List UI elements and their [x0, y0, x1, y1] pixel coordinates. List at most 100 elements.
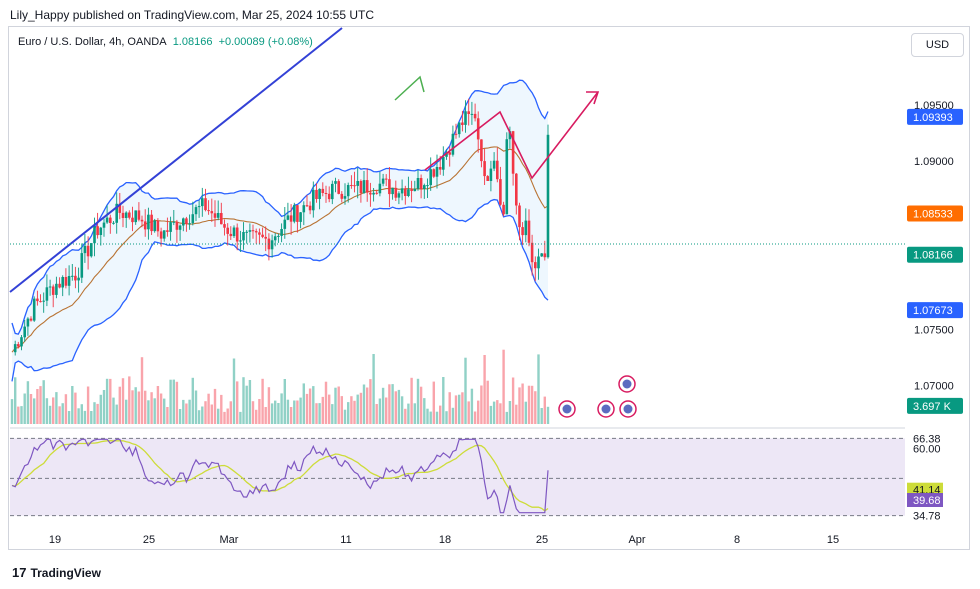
projection-arrowhead: [586, 91, 600, 105]
candle-body: [454, 133, 458, 135]
candle-body: [537, 256, 540, 269]
volume-bar: [410, 377, 413, 424]
volume-bar: [83, 410, 87, 424]
candle-body: [201, 198, 204, 207]
candle-body: [220, 213, 223, 225]
candle-body: [324, 193, 328, 194]
volume-bar: [505, 411, 508, 424]
volume-bar: [239, 411, 242, 424]
volume-bar: [280, 393, 283, 424]
candle-body: [359, 181, 363, 194]
candle-body: [121, 212, 125, 218]
candle-body: [194, 207, 198, 215]
rsi-level-label: 39.68: [913, 495, 941, 507]
candle-body: [223, 224, 226, 228]
event-flag-dot: [622, 379, 632, 389]
trend-line: [9, 27, 343, 293]
volume-bar: [299, 397, 302, 424]
projection-path: [424, 91, 599, 180]
candle-body: [229, 233, 233, 237]
candle-body: [283, 219, 287, 229]
candle-body: [464, 111, 467, 125]
volume-bar: [48, 405, 52, 424]
volume-bar: [270, 403, 274, 424]
candle-body: [128, 212, 131, 218]
volume-bar: [296, 400, 299, 424]
volume-bar: [182, 399, 185, 424]
candle-body: [71, 275, 74, 277]
candle-body: [232, 227, 236, 237]
candle-body: [169, 222, 172, 232]
volume-bar: [308, 388, 312, 424]
candle-body: [407, 189, 410, 196]
rsi-ma-line: [11, 440, 549, 512]
volume-bar: [20, 406, 23, 424]
volume-bar: [90, 411, 93, 424]
candle-body: [140, 219, 144, 222]
candle-body: [293, 205, 296, 222]
volume-bar: [251, 401, 255, 424]
volume-bar: [467, 401, 470, 424]
price-tag-label: 1.08166: [913, 250, 953, 262]
candle-body: [315, 189, 318, 199]
candle-body: [226, 227, 229, 234]
candle-body: [242, 232, 245, 241]
volume-bar: [451, 407, 455, 424]
volume-bar: [328, 394, 331, 424]
candle-body: [86, 245, 90, 257]
candle-body: [188, 223, 191, 225]
candle-body: [381, 178, 385, 184]
volume-bar: [407, 403, 410, 424]
rsi-level-label: 34.78: [913, 511, 941, 523]
candle-body: [248, 230, 252, 232]
candle-body: [175, 221, 179, 230]
candle-body: [115, 203, 118, 223]
candle-body: [486, 176, 489, 181]
volume-bar: [217, 408, 220, 424]
candle-body: [150, 214, 153, 232]
candle-body: [277, 235, 280, 237]
volume-bar: [518, 387, 521, 424]
x-tick-label: 15: [827, 534, 839, 546]
candle-body: [118, 203, 122, 213]
volume-bar: [381, 387, 385, 424]
candle-body: [496, 160, 499, 180]
candle-body: [388, 179, 391, 195]
candle-body: [235, 227, 239, 242]
volume-bar: [448, 392, 451, 424]
candle-body: [423, 185, 426, 189]
candle-body: [397, 193, 401, 198]
candle-body: [445, 152, 448, 157]
volume-bar: [274, 400, 277, 424]
volume-bar: [404, 408, 407, 424]
symbol-name: Euro / U.S. Dollar, 4h, OANDA: [18, 36, 167, 48]
volume-bar: [527, 385, 531, 424]
candle-body: [384, 178, 388, 180]
candle-body: [124, 212, 128, 218]
candle-body: [80, 253, 84, 278]
candle-body: [29, 318, 33, 321]
volume-bar: [480, 385, 483, 424]
candle-body: [375, 192, 378, 194]
candle-body: [96, 226, 99, 236]
volume-bar: [378, 398, 382, 424]
volume-bar: [356, 394, 359, 424]
currency-button[interactable]: USD: [911, 33, 964, 57]
x-tick-label: 18: [439, 534, 451, 546]
volume-bar: [366, 387, 369, 424]
band-fill: [12, 80, 548, 382]
volume-bar: [96, 403, 99, 424]
price-tag-label: 1.08533: [913, 209, 953, 221]
volume-bar: [347, 402, 350, 424]
volume-bar: [362, 384, 366, 424]
volume-bar: [534, 391, 537, 424]
volume-bar: [353, 400, 356, 424]
candle-body: [499, 179, 502, 205]
candle-body: [182, 218, 185, 226]
volume-bar: [80, 404, 83, 424]
volume-bar: [52, 397, 55, 424]
candle-body: [457, 122, 461, 135]
volume-bar: [26, 381, 30, 424]
volume-bar: [64, 394, 68, 424]
y-tick-label: 1.07500: [914, 325, 954, 337]
